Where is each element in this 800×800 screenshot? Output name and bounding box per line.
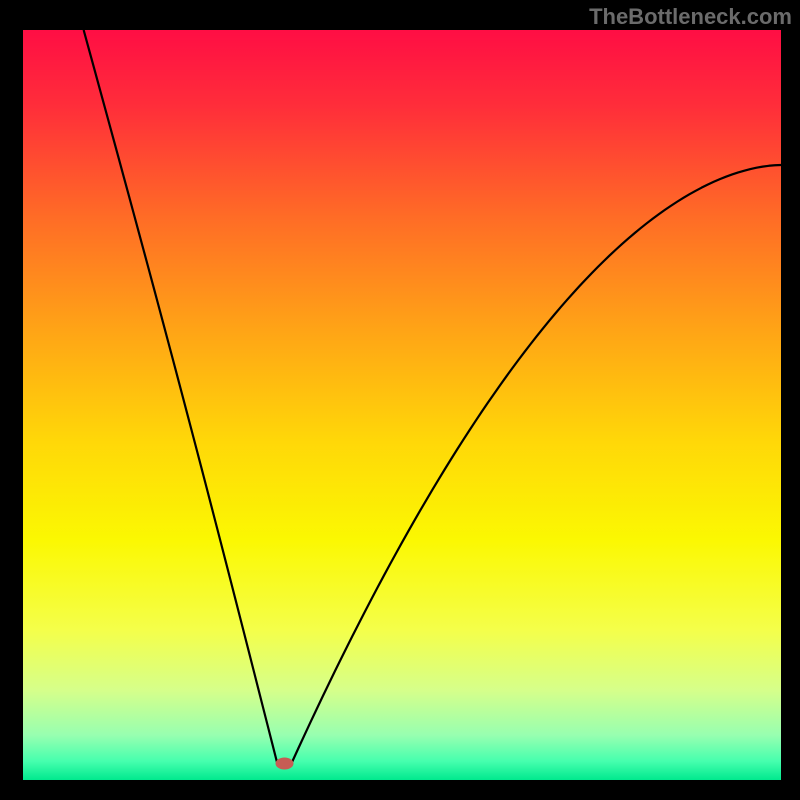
optimal-point-marker (276, 758, 294, 770)
plot-area (23, 30, 781, 780)
gradient-background (23, 30, 781, 780)
chart-stage: TheBottleneck.com (0, 0, 800, 800)
watermark-text: TheBottleneck.com (589, 4, 792, 30)
bottleneck-chart (23, 30, 781, 780)
